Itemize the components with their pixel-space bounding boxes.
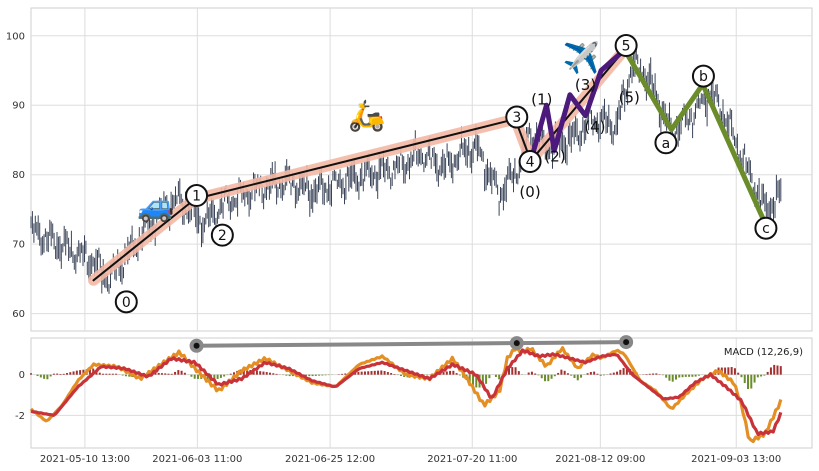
- divergence-point-center: [193, 342, 200, 349]
- wave-label-circle: [754, 216, 778, 240]
- wave-label: (0): [519, 183, 540, 201]
- price-y-tick-label: 80: [12, 170, 25, 181]
- price-panel-frame: [30, 7, 813, 332]
- wave-label: (3): [575, 76, 596, 94]
- price-y-tick-label: 90: [12, 101, 25, 112]
- divergence-point-center: [623, 339, 630, 346]
- wave-label: b: [699, 69, 708, 85]
- x-tick-label: 2021-09-03 13:00: [691, 454, 781, 465]
- wave-label-circle: [185, 184, 209, 208]
- divergence-point-center: [513, 340, 520, 347]
- wave-labels: 0 1 2 3 4 5 (0) (1) (2) (3) (4) (5) a b c: [114, 34, 778, 314]
- wave-label: c: [762, 221, 770, 237]
- wave-label-circle: [518, 150, 542, 174]
- wave-label: 0: [122, 295, 131, 311]
- wave-label-circle: [505, 105, 529, 129]
- car-icon: 🚙: [137, 189, 174, 224]
- wave-label: a: [662, 136, 671, 152]
- divergence-line: [189, 335, 634, 353]
- wave-label: 1: [192, 189, 201, 205]
- x-tick-label: 2021-06-25 12:00: [285, 454, 375, 465]
- price-grid: [31, 8, 812, 331]
- wave-label: 2: [218, 228, 227, 244]
- x-tick-label: 2021-08-12 09:00: [555, 454, 645, 465]
- wave-label-circle: [691, 64, 715, 88]
- airplane-icon: ✈️: [563, 39, 600, 76]
- wave-label: (4): [584, 118, 605, 136]
- macd-panel: -20 MACD (12,26,9) 2021-05-10 13:00 2021-…: [15, 335, 813, 465]
- wave-label: 5: [622, 39, 631, 55]
- wave-label: 3: [512, 110, 521, 126]
- macd-lines: [29, 346, 783, 444]
- price-y-tick-labels: 60 70 80 90 100: [6, 31, 25, 320]
- wave-label: (1): [531, 91, 552, 109]
- wave-label-circle: [614, 34, 638, 58]
- wave-label-circle: [114, 290, 138, 314]
- wave-label: (2): [544, 148, 565, 166]
- wave-label: 4: [526, 155, 535, 171]
- x-tick-label: 2021-05-10 13:00: [40, 454, 130, 465]
- macd-panel-frame: [30, 337, 813, 449]
- wave-label-circle: [654, 131, 678, 155]
- x-tick-label: 2021-07-20 11:00: [427, 454, 517, 465]
- wave-label: (5): [619, 89, 640, 107]
- wave-line: [528, 47, 628, 164]
- wave-line: [622, 47, 768, 226]
- signal-line: [30, 348, 783, 437]
- scooter-icon: 🛵: [348, 99, 385, 134]
- price-y-tick-label: 100: [6, 31, 25, 42]
- wave-label-circle: [210, 223, 234, 247]
- pictograms: 🚙 🛵 ✈️: [137, 39, 600, 224]
- macd-y-tick-label: -2: [15, 411, 25, 422]
- price-y-tick-label: 70: [12, 240, 25, 251]
- macd-y-tick-label: 0: [19, 370, 25, 381]
- x-tick-labels: 2021-05-10 13:00 2021-06-03 11:00 2021-06-…: [40, 454, 781, 465]
- macd-title: MACD (12,26,9): [724, 347, 803, 358]
- x-tick-label: 2021-06-03 11:00: [152, 454, 242, 465]
- macd-y-tick-labels: -2 0: [15, 370, 25, 422]
- price-y-tick-label: 60: [12, 309, 25, 320]
